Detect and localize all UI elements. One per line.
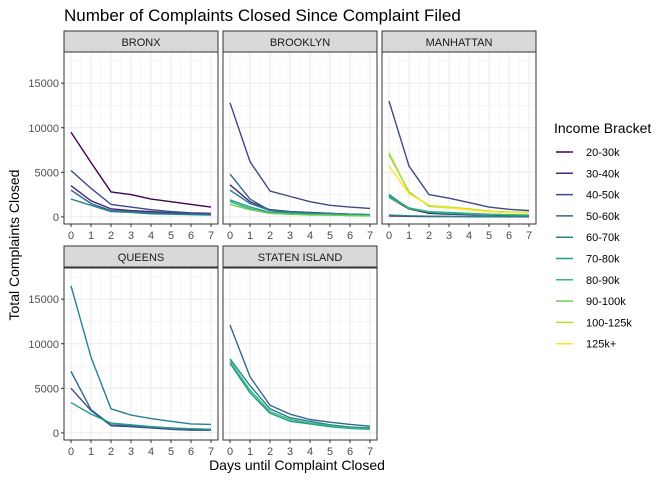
y-tick-label: 10000 [28, 339, 59, 351]
x-tick-label: 3 [128, 446, 134, 458]
series-line-bronx-40-50k [70, 170, 212, 215]
x-tick-label: 3 [128, 230, 134, 242]
x-tick-label: 5 [486, 230, 492, 242]
legend-label-20-30k: 20-30k [586, 147, 620, 159]
x-tick-label: 0 [227, 446, 233, 458]
panel-bronx: BRONX 0 1 2 3 4 5 6 7 0 5000 10000 15000 [28, 30, 219, 242]
x-tick-label: 0 [227, 230, 233, 242]
x-tick-label: 6 [188, 446, 194, 458]
x-tick-label: 0 [68, 230, 74, 242]
strip-queens [63, 245, 219, 268]
series-line-queens-60-70k [70, 285, 212, 426]
x-tick-label: 7 [367, 446, 373, 458]
strip-label-staten-island: STATEN ISLAND [258, 252, 343, 264]
x-tick-label: 5 [327, 230, 333, 242]
x-tick-label: 2 [426, 230, 432, 242]
series-line-queens-40-50k [70, 387, 211, 431]
series-line-bronx-60-70k [70, 198, 212, 216]
x-tick-label: 6 [188, 230, 194, 242]
legend-label-100-125k: 100-125k [586, 317, 632, 329]
series-line-manhattan-40-50k [388, 100, 530, 212]
legend-label-70-80k: 70-80k [586, 254, 620, 266]
x-tick-label: 0 [386, 230, 392, 242]
legend-title: Income Bracket [554, 120, 651, 136]
series-line-staten-island-60-70k [229, 358, 371, 429]
x-tick-label: 1 [406, 230, 412, 242]
x-tick-label: 4 [148, 446, 154, 458]
series-line-manhattan-80-90k [388, 196, 530, 216]
x-tick-label: 6 [347, 230, 353, 242]
y-tick-label: 0 [53, 428, 59, 440]
legend-label-40-50k: 40-50k [586, 190, 620, 202]
y-tick-label: 10000 [28, 123, 59, 135]
x-tick-label: 5 [168, 230, 174, 242]
x-tick-label: 3 [287, 446, 293, 458]
legend-label-80-90k: 80-90k [586, 275, 620, 287]
strip-staten-island [222, 245, 378, 268]
legend-label-30-40k: 30-40k [586, 168, 620, 180]
x-tick-label: 7 [208, 230, 214, 242]
series-line-brooklyn-60-70k [229, 189, 371, 216]
x-tick-label: 3 [287, 230, 293, 242]
panel-border [222, 51, 378, 225]
series-line-manhattan-60-70k [388, 214, 529, 218]
x-tick-label: 6 [347, 446, 353, 458]
x-tick-label: 4 [148, 230, 154, 242]
x-tick-label: 3 [446, 230, 452, 242]
x-tick-label: 7 [367, 230, 373, 242]
x-tick-label: 4 [466, 230, 472, 242]
series-line-staten-island-50-60k [229, 324, 371, 427]
x-tick-label: 1 [88, 446, 94, 458]
x-tick-label: 2 [108, 446, 114, 458]
y-tick-label: 5000 [35, 383, 59, 395]
legend-label-50-60k: 50-60k [586, 211, 620, 223]
x-tick-label: 2 [267, 446, 273, 458]
strip-label-bronx: BRONX [121, 37, 161, 49]
x-tick-label: 1 [247, 446, 253, 458]
panel-queens: QUEENS 0 1 2 3 4 5 6 7 0 5000 10000 15000 [28, 245, 219, 458]
x-tick-label: 7 [526, 230, 532, 242]
x-tick-label: 5 [168, 446, 174, 458]
panel-border [63, 51, 219, 225]
x-tick-label: 1 [88, 230, 94, 242]
legend-label-90-100k: 90-100k [586, 296, 626, 308]
series-line-manhattan-125k [388, 165, 530, 214]
y-tick-label: 15000 [28, 294, 59, 306]
series-line-bronx-20-30k [70, 131, 212, 208]
strip-label-brooklyn: BROOKLYN [270, 37, 330, 49]
series-line-brooklyn-90-100k [229, 203, 371, 217]
x-tick-label: 1 [247, 230, 253, 242]
panel-brooklyn: BROOKLYN 0 1 2 3 4 5 6 7 [222, 30, 378, 242]
x-tick-label: 4 [307, 446, 313, 458]
panel-border [381, 51, 537, 225]
strip-label-queens: QUEENS [118, 252, 164, 264]
panel-border [222, 267, 378, 441]
panel-manhattan: MANHATTAN 0 1 2 3 4 5 6 7 [381, 30, 537, 242]
legend-label-125k: 125k+ [586, 339, 616, 351]
x-tick-label: 0 [68, 446, 74, 458]
chart-title: Number of Complaints Closed Since Compla… [64, 6, 461, 25]
strip-label-manhattan: MANHATTAN [426, 37, 493, 49]
y-tick-label: 15000 [28, 78, 59, 90]
y-tick-label: 5000 [35, 167, 59, 179]
series-line-queens-70-80k [70, 401, 212, 431]
panel-border [63, 267, 219, 441]
x-tick-label: 5 [327, 446, 333, 458]
series-line-brooklyn-40-50k [229, 102, 371, 210]
legend: Income Bracket 20-30k 30-40k 40-50k 50-60k 6… [554, 120, 651, 351]
x-tick-label: 4 [307, 230, 313, 242]
x-tick-label: 7 [208, 446, 214, 458]
x-tick-label: 6 [506, 230, 512, 242]
x-tick-label: 2 [108, 230, 114, 242]
y-axis-title: Total Complaints Closed [6, 170, 22, 321]
x-tick-label: 2 [267, 230, 273, 242]
series-line-staten-island-80-90k [229, 361, 371, 430]
panel-staten-island: STATEN ISLAND 0 1 2 3 4 5 6 7 [222, 245, 378, 458]
x-axis-title: Days until Complaint Closed [209, 457, 385, 473]
y-tick-label: 0 [53, 212, 59, 224]
legend-label-60-70k: 60-70k [586, 232, 620, 244]
